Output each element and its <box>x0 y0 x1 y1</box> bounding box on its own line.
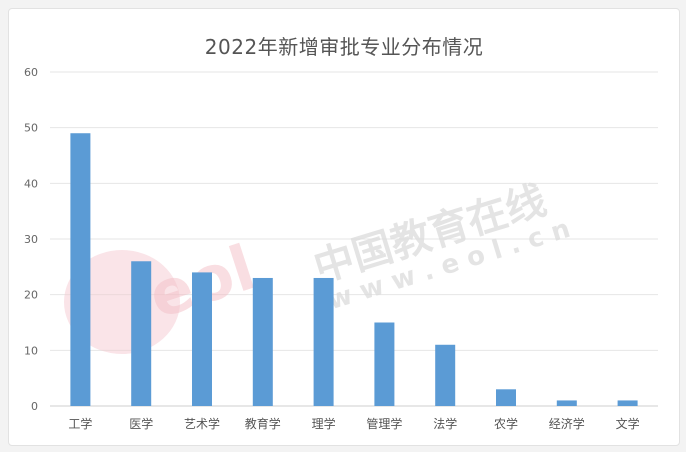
chart-frame: 2022年新增审批专业分布情况 <box>8 8 680 446</box>
x-tick-label: 教育学 <box>245 416 281 431</box>
y-tick-label: 0 <box>31 400 38 413</box>
bar <box>374 322 395 406</box>
x-axis-labels: 工学 医学 艺术学 教育学 理学 管理学 法学 农学 经济学 文学 <box>68 416 639 431</box>
y-tick-label: 60 <box>24 66 38 79</box>
bar <box>192 272 212 406</box>
bar <box>131 261 152 406</box>
chart-title: 2022年新增审批专业分布情况 <box>204 35 484 59</box>
bar <box>313 277 334 406</box>
y-tick-label: 30 <box>24 233 38 246</box>
x-tick-label: 农学 <box>494 416 518 431</box>
y-tick-label: 20 <box>24 289 38 302</box>
y-axis-ticks: 0 10 20 30 40 50 60 <box>24 66 38 413</box>
y-tick-label: 50 <box>24 122 38 135</box>
x-tick-label: 文学 <box>616 416 640 431</box>
bar <box>435 344 456 406</box>
x-tick-label: 经济学 <box>549 416 585 431</box>
bar <box>70 133 91 406</box>
x-tick-label: 医学 <box>129 416 153 431</box>
x-tick-label: 工学 <box>68 416 92 431</box>
x-tick-label: 法学 <box>433 416 457 431</box>
x-tick-label: 管理学 <box>366 416 402 431</box>
x-tick-label: 艺术学 <box>184 416 220 431</box>
x-tick-label: 理学 <box>312 416 336 431</box>
y-tick-label: 10 <box>24 344 38 357</box>
bar <box>496 389 516 406</box>
bar <box>252 277 273 406</box>
y-tick-label: 40 <box>24 177 38 190</box>
gridlines <box>50 71 658 407</box>
bar <box>617 400 638 406</box>
bars <box>70 133 638 406</box>
bar <box>556 400 577 406</box>
